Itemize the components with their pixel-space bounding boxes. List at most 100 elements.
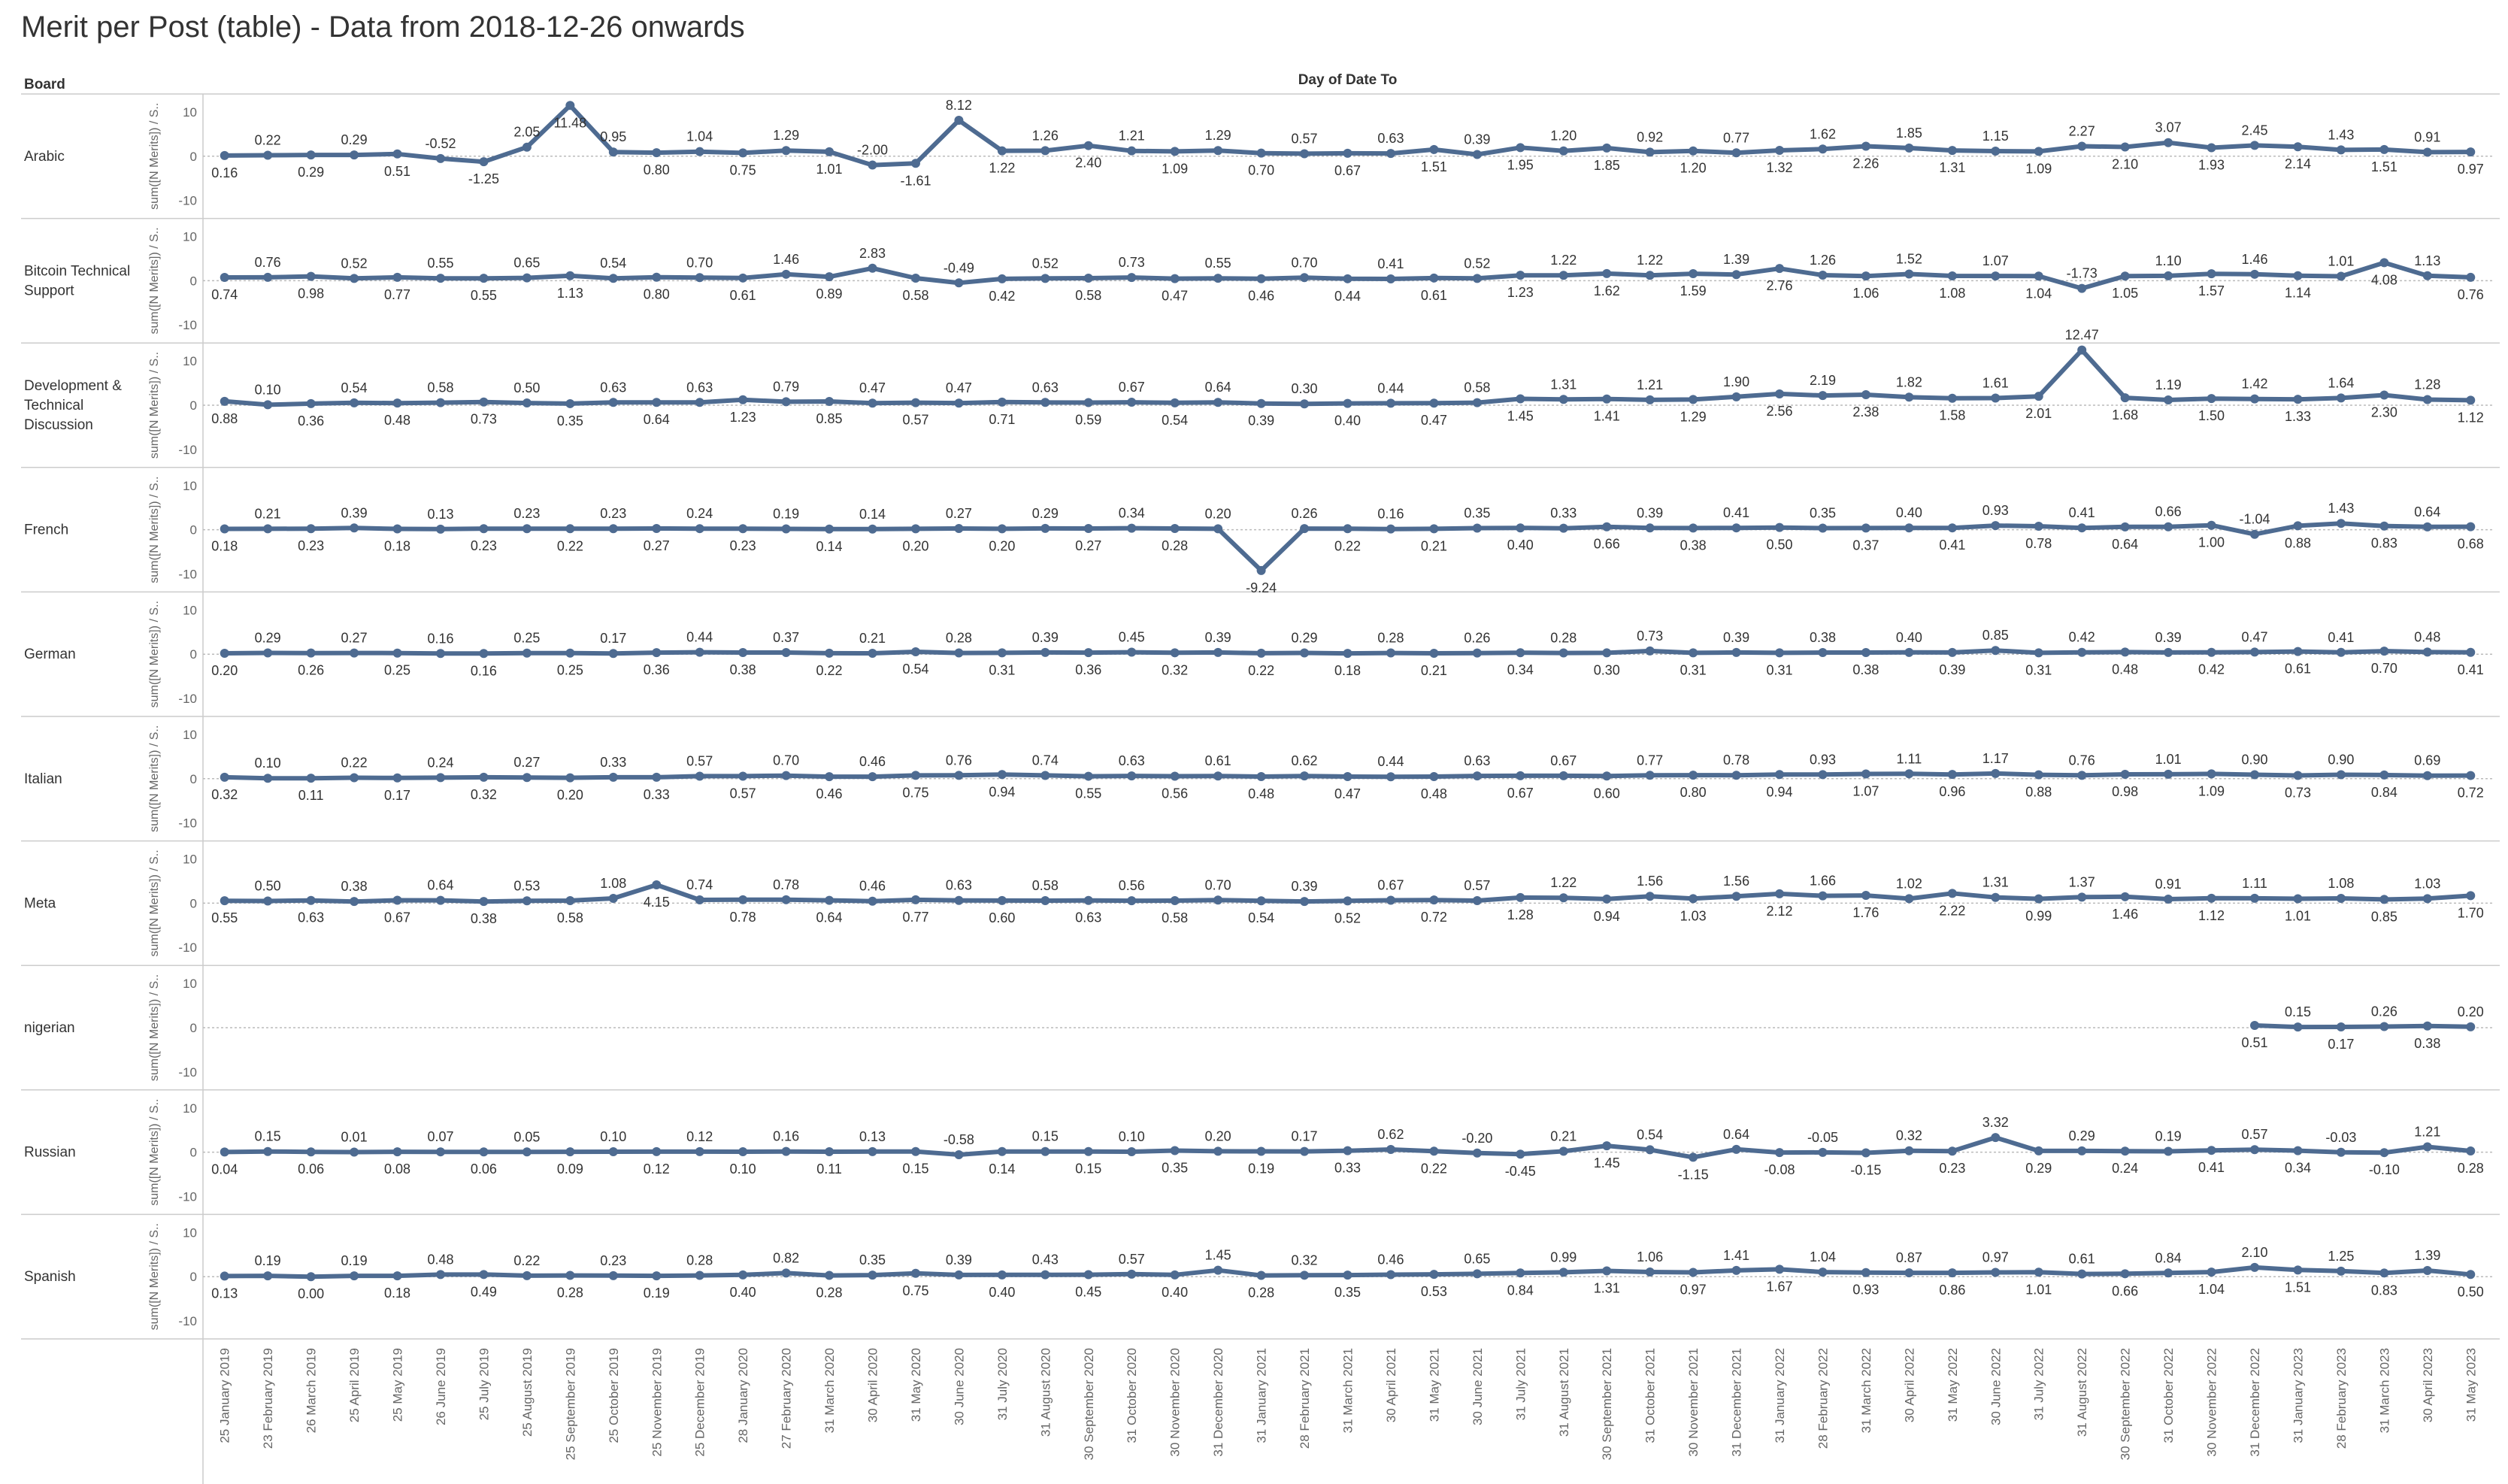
x-tick-label: 31 January 2022 [1773, 1348, 1787, 1443]
data-label: 1.93 [2198, 157, 2225, 172]
data-label: 0.37 [773, 630, 799, 645]
data-label: 1.22 [1637, 253, 1663, 268]
data-point [1083, 141, 1093, 150]
data-point [1170, 398, 1180, 407]
data-point [1818, 1267, 1828, 1277]
data-point [2164, 647, 2173, 657]
data-label: 1.21 [1637, 377, 1663, 392]
data-point [263, 648, 273, 658]
data-point [1170, 771, 1180, 781]
data-point [1645, 1267, 1655, 1277]
x-tick-label: 31 October 2021 [1643, 1348, 1658, 1443]
data-label: 8.12 [946, 98, 972, 113]
data-point [306, 1147, 316, 1157]
data-point [781, 648, 791, 658]
data-point [1343, 524, 1352, 534]
data-label: 0.52 [341, 256, 368, 271]
board-label: Discussion [24, 417, 93, 433]
data-point [2422, 1021, 2432, 1031]
data-label: 0.28 [1550, 631, 1577, 646]
data-label: 0.10 [255, 756, 281, 771]
board-label: Spanish [24, 1269, 76, 1285]
data-label: 0.67 [1334, 163, 1361, 178]
data-point [1083, 771, 1093, 781]
data-label: 0.27 [644, 538, 670, 553]
data-label: 0.24 [686, 506, 713, 521]
data-label: 0.41 [2198, 1160, 2225, 1175]
data-point [2164, 395, 2173, 405]
data-label: 0.66 [2112, 1283, 2138, 1298]
data-point [392, 398, 402, 408]
data-label: 0.20 [989, 538, 1015, 553]
data-point [1127, 273, 1137, 283]
data-label: 0.21 [1550, 1128, 1577, 1143]
y-tick-label: 10 [183, 105, 197, 120]
data-label: 0.31 [2025, 662, 2052, 677]
data-label: 1.85 [1896, 126, 1922, 141]
data-point [954, 1150, 964, 1160]
data-point [1818, 270, 1828, 280]
data-point [1689, 395, 1698, 404]
data-point [2077, 771, 2087, 780]
data-point [392, 524, 402, 534]
data-label: 2.83 [859, 246, 886, 261]
data-point [1558, 1146, 1568, 1156]
data-point [1947, 1146, 1957, 1156]
data-point [1904, 1268, 1914, 1278]
data-point [306, 150, 316, 160]
data-point [2077, 1269, 2087, 1279]
data-point [2120, 770, 2130, 780]
data-point [1775, 1148, 1785, 1158]
data-label: 0.29 [255, 630, 281, 645]
data-point [1083, 1146, 1093, 1156]
data-point [954, 771, 964, 780]
data-point [2250, 1021, 2260, 1031]
data-label: 1.11 [1897, 751, 1922, 766]
data-label: 1.46 [2241, 252, 2267, 267]
data-point [1127, 1147, 1137, 1157]
data-label: 0.67 [1550, 753, 1577, 768]
data-point [2293, 142, 2303, 152]
data-label: 0.16 [1377, 507, 1404, 522]
data-label: 0.46 [1248, 289, 1274, 304]
data-point [1991, 768, 2001, 778]
data-label: 0.78 [2025, 536, 2052, 551]
data-point [910, 1146, 920, 1156]
data-label: 0.61 [1421, 288, 1447, 303]
data-label: 0.32 [1292, 1252, 1318, 1267]
data-point [2422, 647, 2432, 657]
data-point [1256, 1146, 1266, 1156]
data-point [435, 1147, 445, 1157]
data-point [997, 524, 1007, 534]
data-point [1558, 1267, 1568, 1277]
data-point [2466, 647, 2476, 657]
data-label: 0.15 [1032, 1129, 1059, 1144]
data-label: 0.39 [946, 1252, 972, 1267]
data-label: 0.50 [2458, 1284, 2484, 1299]
data-point [2207, 647, 2216, 657]
data-label: 1.46 [2112, 907, 2138, 922]
data-label: 1.04 [2025, 286, 2052, 301]
data-label: 0.82 [773, 1250, 799, 1265]
x-tick-label: 26 March 2019 [304, 1348, 319, 1433]
x-tick-label: 31 August 2022 [2075, 1348, 2089, 1437]
data-label: 0.55 [471, 288, 497, 303]
data-label: 0.24 [427, 755, 453, 770]
data-point [1861, 141, 1870, 151]
data-label: 2.14 [2285, 156, 2311, 171]
data-label: 0.71 [989, 412, 1015, 427]
data-label: 0.22 [1248, 663, 1274, 678]
y-tick-label: 10 [183, 354, 197, 368]
data-point [1127, 1269, 1137, 1279]
data-point [2120, 142, 2130, 152]
data-label: 0.91 [2414, 129, 2440, 144]
data-label: 0.21 [859, 631, 886, 646]
data-point [220, 150, 229, 160]
data-label: 0.64 [644, 412, 670, 427]
data-label: 1.45 [1594, 1155, 1620, 1171]
data-point [1904, 392, 1914, 402]
data-label: 1.26 [1032, 128, 1059, 143]
data-label: 1.14 [2285, 286, 2311, 301]
data-point [1904, 647, 1914, 657]
data-label: 0.73 [1637, 628, 1663, 644]
